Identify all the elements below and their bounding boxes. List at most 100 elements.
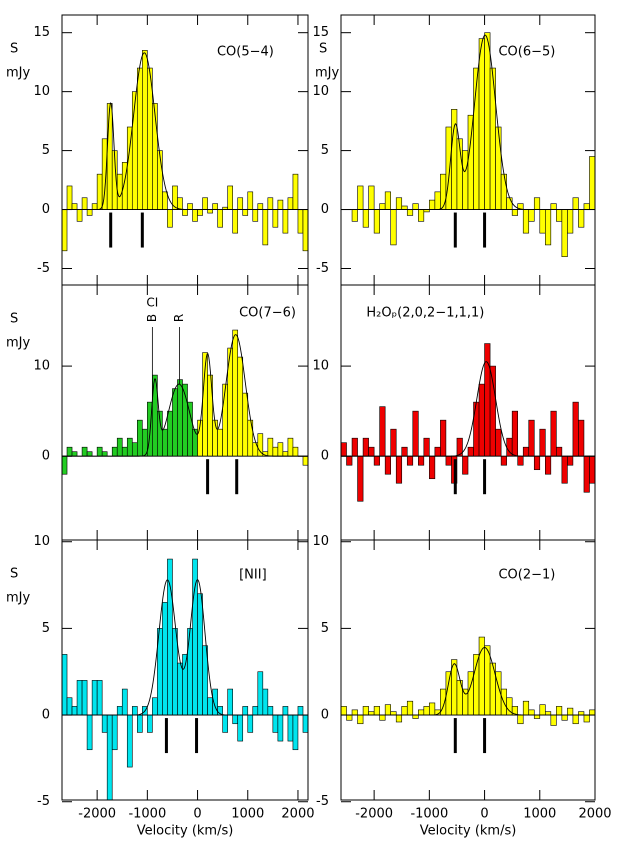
bin: [589, 156, 595, 210]
bin: [242, 209, 249, 216]
bin: [506, 197, 513, 210]
bin: [96, 173, 103, 210]
bin: [550, 714, 557, 726]
bin: [440, 419, 447, 457]
bin: [351, 437, 358, 457]
bin: [192, 209, 198, 222]
bin: [62, 654, 68, 716]
bin: [473, 401, 480, 457]
bin: [556, 209, 563, 222]
bin: [252, 209, 259, 222]
bin: [287, 437, 294, 457]
panel-frame: [340, 284, 596, 541]
bin: [277, 199, 284, 210]
bin: [207, 697, 213, 716]
bin: [282, 706, 289, 716]
bin: [227, 688, 233, 716]
bin: [96, 446, 103, 457]
panel-title: CO(2−1): [498, 568, 555, 583]
panel-title: CO(5−4): [217, 45, 274, 60]
bin: [111, 714, 118, 751]
bin: [368, 711, 375, 716]
bin: [517, 455, 524, 466]
fit-curve: [62, 579, 308, 716]
bin: [572, 197, 579, 210]
bin: [357, 185, 364, 210]
panel-frame: [61, 539, 309, 801]
bin: [561, 714, 568, 721]
panel-title: H₂Oₚ(2,0,2−1,1,1): [366, 306, 484, 321]
bin: [232, 714, 239, 725]
bin: [277, 714, 284, 742]
y-label: S: [10, 567, 18, 582]
bin: [192, 558, 198, 716]
bin: [62, 209, 68, 252]
x-label: Velocity (km/s): [137, 824, 234, 839]
panel: [62, 558, 308, 800]
bin: [247, 191, 254, 210]
bin: [418, 455, 425, 466]
bin: [177, 197, 183, 210]
bin: [262, 209, 269, 246]
bin: [556, 706, 563, 716]
panel-title: CO(6−5): [498, 45, 555, 60]
bin: [137, 714, 143, 733]
bin: [384, 455, 391, 475]
y-unit: mJy: [315, 66, 339, 81]
bin: [172, 388, 178, 457]
bin: [76, 680, 83, 716]
bin: [390, 209, 397, 246]
bin: [187, 628, 193, 716]
bin: [406, 700, 414, 716]
bin: [368, 185, 375, 210]
bin: [272, 209, 279, 228]
bin: [66, 697, 73, 716]
bin: [373, 209, 380, 234]
y-tick-label: 0: [42, 449, 50, 464]
bin: [418, 709, 425, 716]
bin: [91, 680, 98, 716]
bin: [418, 209, 425, 222]
bin: [177, 379, 183, 457]
bin: [511, 209, 518, 216]
bin: [478, 383, 485, 457]
bin: [401, 706, 408, 716]
bin: [222, 383, 228, 457]
y-tick-label: 5: [42, 143, 50, 158]
bin: [257, 203, 264, 210]
bin: [66, 446, 73, 457]
bin: [197, 593, 203, 716]
y-tick-label: 5: [42, 621, 50, 636]
bin: [556, 446, 563, 457]
bin: [272, 446, 279, 457]
bin: [379, 714, 386, 721]
bin: [247, 714, 254, 733]
bin: [445, 455, 452, 466]
bin: [495, 126, 502, 210]
bin: [152, 697, 158, 716]
bin: [101, 714, 108, 733]
x-tick-label: 1000: [523, 807, 556, 822]
bin: [484, 32, 491, 210]
bin: [545, 209, 552, 246]
bin: [545, 455, 552, 475]
bin: [131, 442, 138, 457]
bin: [131, 706, 138, 716]
y-tick-label: 5: [321, 621, 329, 636]
bin: [500, 173, 507, 210]
bin: [351, 709, 358, 716]
bin: [182, 209, 188, 216]
panel: [341, 636, 595, 754]
bin: [390, 711, 397, 716]
fit-curve: [341, 647, 595, 716]
bin: [440, 173, 447, 210]
y-unit: mJy: [6, 336, 30, 351]
bin: [106, 103, 113, 210]
panel-title: CO(7−6): [239, 306, 296, 321]
y-tick-label: -5: [316, 794, 329, 809]
bin: [126, 714, 133, 768]
x-tick-label: -2000: [78, 807, 116, 822]
bin: [390, 428, 397, 457]
panel-title: [NII]: [239, 568, 267, 583]
line-label: CI: [146, 296, 158, 310]
